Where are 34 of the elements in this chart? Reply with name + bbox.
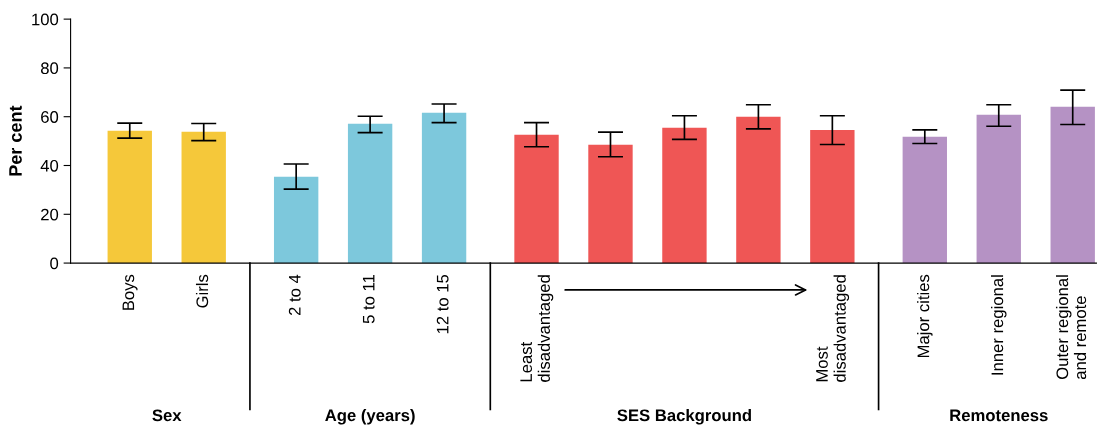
bar (736, 116, 781, 264)
bar (662, 127, 707, 264)
y-tick-label: 60 (41, 111, 59, 123)
bar (107, 130, 152, 264)
x-tick-label: Outer regional and remote (1055, 275, 1087, 380)
bar (421, 112, 467, 264)
x-tick-label: 5 to 11 (362, 274, 375, 324)
text: Age (years) (325, 408, 415, 425)
bar (810, 129, 855, 264)
bar (514, 134, 559, 264)
y-axis-title: Per cent (9, 105, 22, 176)
y-tick-label: 80 (40, 62, 59, 75)
x-tick-label: Boys (122, 274, 138, 310)
bar (902, 136, 947, 264)
x-tick-label: Major cities (917, 274, 933, 358)
y-tick-label: 20 (41, 208, 59, 221)
bar (347, 123, 393, 264)
bar (181, 131, 226, 264)
x-tick-label: Least disadvantaged (520, 275, 554, 382)
y-tick-label: 100 (32, 13, 59, 26)
x-tick-label: Most disadvantaged (816, 275, 850, 382)
y-tick-label: 40 (40, 159, 59, 172)
x-tick-label: Girls (195, 274, 209, 308)
bar (976, 114, 1021, 264)
text: SES Background (617, 408, 751, 425)
bar (1050, 106, 1095, 264)
text: Remoteness (950, 409, 1048, 422)
x-tick-label: 2 to 4 (288, 274, 301, 316)
text: Sex (152, 409, 182, 422)
bar (273, 176, 319, 264)
y-tick-label: 0 (50, 257, 59, 270)
x-tick-label: 12 to 15 (436, 274, 449, 334)
x-tick-label: Inner regional (990, 275, 1007, 375)
bar (588, 144, 633, 264)
